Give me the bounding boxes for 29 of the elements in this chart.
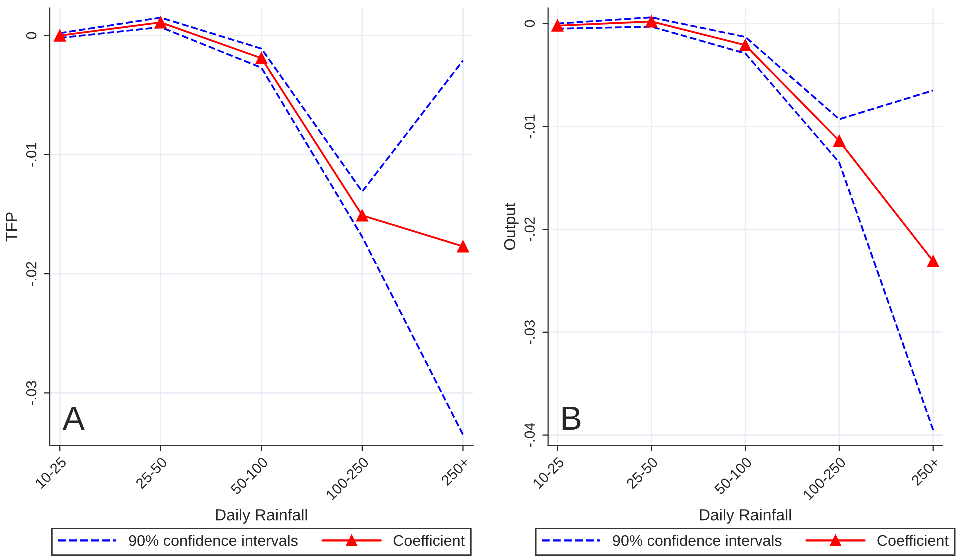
point xyxy=(154,16,167,29)
point xyxy=(356,210,369,222)
point xyxy=(927,255,940,268)
x-axis-title: Daily Rainfall xyxy=(216,509,308,524)
legend-label: 90% confidence intervals xyxy=(613,534,782,546)
point xyxy=(833,134,846,148)
point xyxy=(54,30,66,42)
y-tick-label: 0 xyxy=(26,32,37,40)
point xyxy=(739,39,752,52)
y-tick-label: 0 xyxy=(524,20,536,28)
y-tick-label: -.02 xyxy=(524,218,536,242)
point xyxy=(646,16,658,28)
annotation: B xyxy=(562,407,581,430)
y-axis-title: Output xyxy=(504,203,519,250)
y-tick-label: -.03 xyxy=(524,320,536,344)
legend-label: 90% confidence intervals xyxy=(129,534,298,546)
point xyxy=(552,20,564,32)
y-tick-label: -.01 xyxy=(524,114,536,139)
y-tick-label: -.03 xyxy=(26,381,37,406)
y-tick-label: -.01 xyxy=(26,143,37,167)
legend-label: Coefficient xyxy=(394,534,465,546)
y-axis-title: TFP xyxy=(6,212,18,242)
point xyxy=(256,52,268,64)
annotation: A xyxy=(62,407,85,430)
x-axis-title: Daily Rainfall xyxy=(700,509,792,524)
point xyxy=(457,240,470,253)
legend-label: Coefficient xyxy=(878,534,949,546)
y-tick-label: -.02 xyxy=(26,262,37,286)
y-tick-label: -.04 xyxy=(524,423,536,448)
